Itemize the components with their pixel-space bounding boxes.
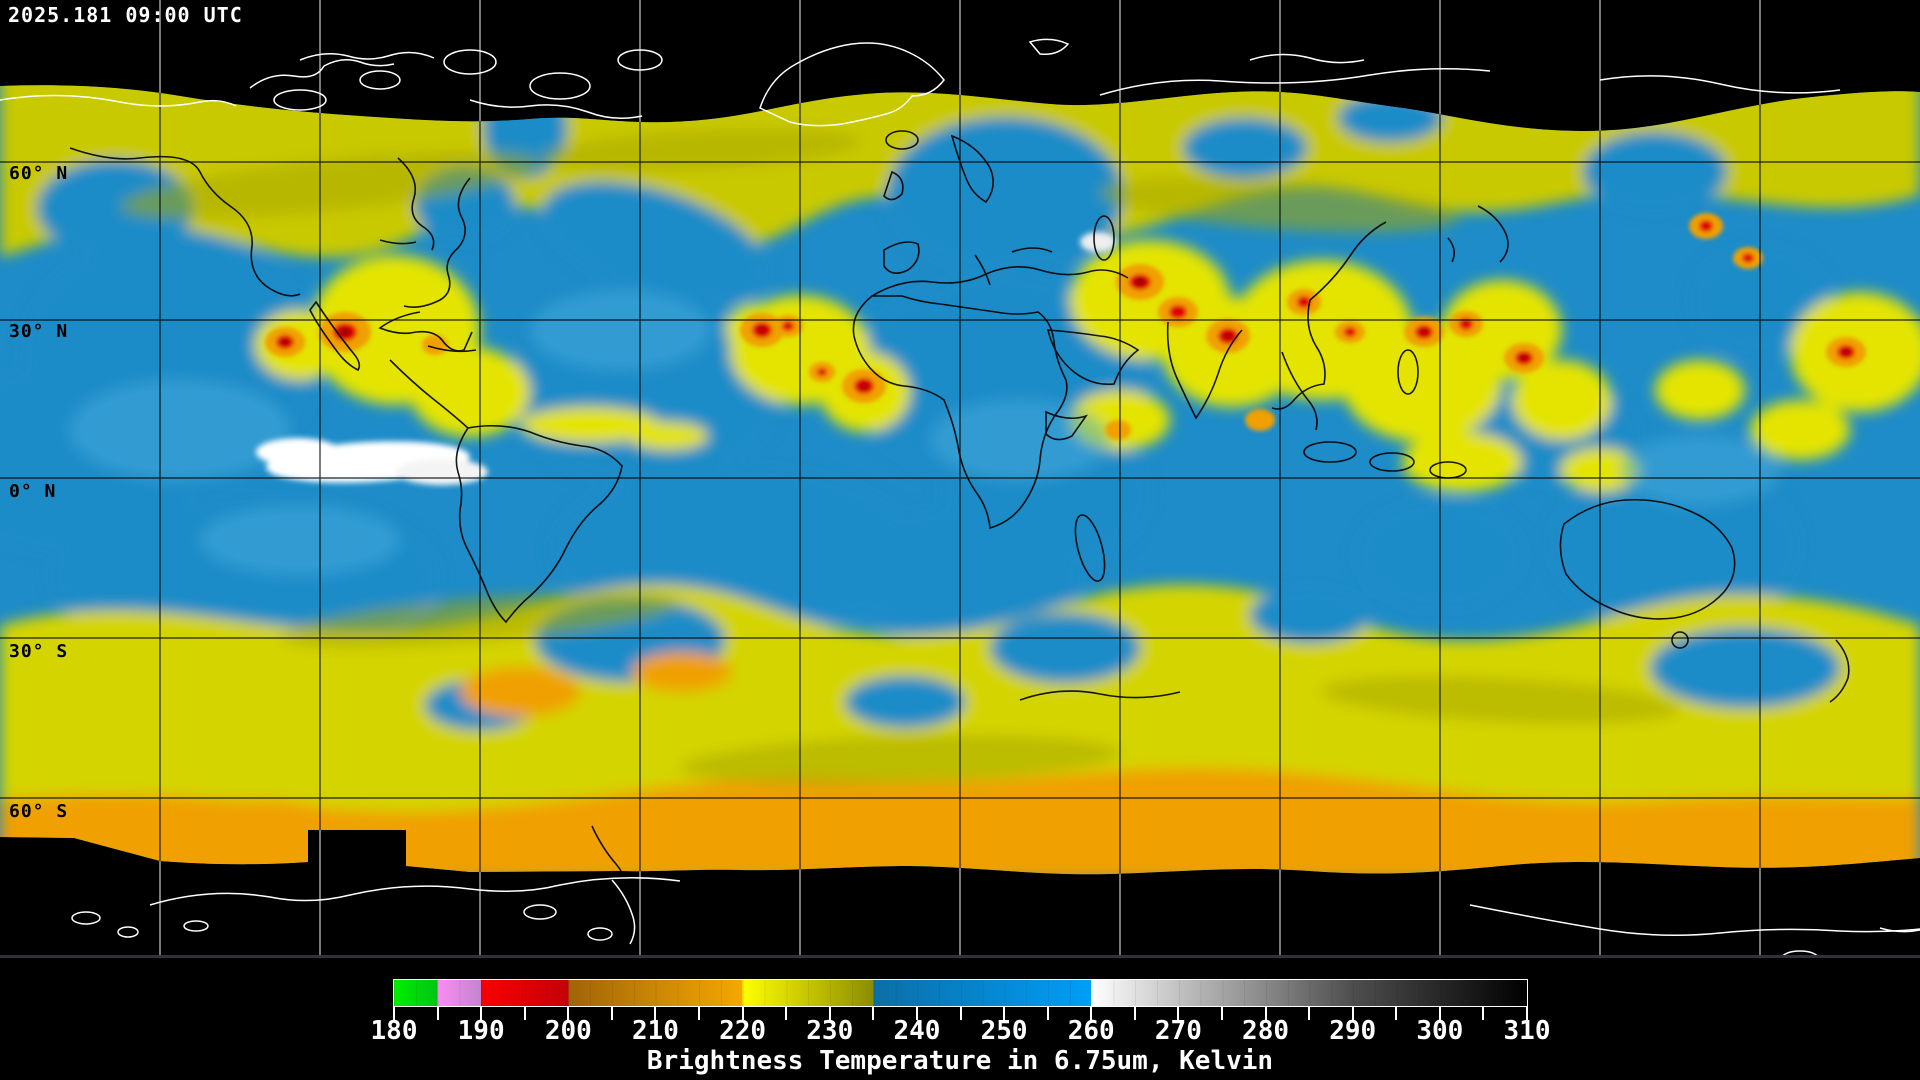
colorbar-tick [698,1007,701,1020]
colorbar-tick [1090,1007,1093,1020]
colorbar-tick [1438,1007,1441,1020]
colorbar-tick [872,1007,875,1020]
colorbar-tick [1308,1007,1311,1020]
coastlines-polar [0,38,1920,958]
lat-label-0n: 0° N [9,481,57,502]
colorbar-tick-label: 200 [544,1016,592,1046]
colorbar-tick [1003,1007,1006,1020]
colorbar-tick [1046,1007,1049,1020]
lat-label-60n: 60° N [9,163,69,184]
colorbar-step-bands [394,980,1527,1006]
colorbar-tick [654,1007,657,1020]
colorbar-tick-label: 270 [1154,1016,1202,1046]
satellite-map [0,0,1920,958]
colorbar-tick-label: 180 [370,1016,418,1046]
colorbar-tick [785,1007,788,1020]
colorbar-tick-label: 240 [893,1016,941,1046]
colorbar-tick-label: 230 [806,1016,854,1046]
satellite-map-canvas [0,0,1920,958]
colorbar-tick [436,1007,439,1020]
lat-label-60s: 60° S [9,801,69,822]
colorbar-tick [959,1007,962,1020]
colorbar-tick-label: 250 [980,1016,1028,1046]
colorbar-gradient [394,980,1527,1006]
grid-lines-data [0,85,1920,875]
colorbar-ticks [393,1007,1528,1021]
colorbar-tick-label: 210 [631,1016,679,1046]
colorbar-tick [828,1007,831,1020]
colorbar-tick [523,1007,526,1020]
colorbar-tick [1526,1007,1528,1020]
colorbar-tick-label: 290 [1329,1016,1377,1046]
colorbar-tick [393,1007,395,1020]
colorbar-tick [1177,1007,1180,1020]
colorbar-tick [480,1007,483,1020]
colorbar-tick [1395,1007,1398,1020]
colorbar-tick [1264,1007,1267,1020]
colorbar-tick [1482,1007,1485,1020]
colorbar-tick [915,1007,918,1020]
colorbar-caption: Brightness Temperature in 6.75um, Kelvin [646,1046,1274,1076]
colorbar-tick-label: 260 [1067,1016,1115,1046]
colorbar-tick-label: 300 [1416,1016,1464,1046]
data-swath [0,85,1920,875]
colorbar-tick [1351,1007,1354,1020]
colorbar [393,979,1528,1007]
lat-label-30n: 30° N [9,321,69,342]
colorbar-tick-label: 190 [457,1016,505,1046]
colorbar-tick [741,1007,744,1020]
coastlines-data [69,130,1850,875]
colorbar-tick [567,1007,570,1020]
colorbar-tick-label: 280 [1242,1016,1290,1046]
colorbar-tick-labels: 180 190 200 210 220 230 240 250 260 270 280 290 300 3… [371,1016,1551,1050]
colorbar-tick [1220,1007,1223,1020]
colorbar-tick-label: 220 [719,1016,767,1046]
map-bottom-divider [0,955,1920,958]
timestamp-label: 2025.181 09:00 UTC [8,3,243,27]
colorbar-tick-label: 310 [1503,1016,1551,1046]
colorbar-tick [1133,1007,1136,1020]
lat-label-30s: 30° S [9,641,69,662]
convection-cores [265,213,1866,440]
colorbar-tick [610,1007,613,1020]
